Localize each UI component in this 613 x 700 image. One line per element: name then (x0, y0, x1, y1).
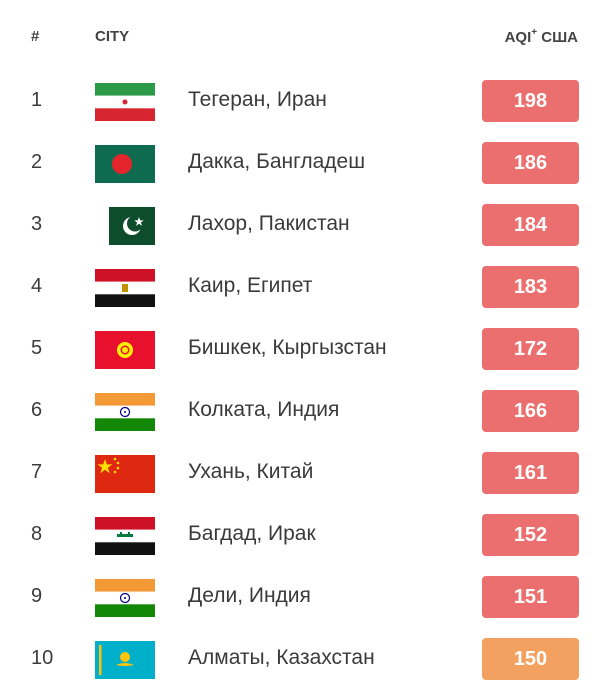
table-header: # CITY AQI+ США (0, 27, 613, 50)
aqi-badge: 151 (482, 576, 579, 618)
table-row[interactable]: 5 Бишкек, Кыргызстан 172 (0, 319, 613, 381)
india-flag-icon (95, 579, 155, 617)
india-flag-icon (95, 393, 155, 431)
rank-number: 8 (31, 523, 43, 545)
table-row[interactable]: 3 Лахор, Пакистан 184 (0, 195, 613, 257)
rank-number: 9 (31, 585, 43, 607)
rank-number: 3 (31, 213, 43, 235)
table-row[interactable]: 2 Дакка, Бангладеш 186 (0, 133, 613, 195)
rank-number: 5 (31, 337, 43, 359)
kyrgyzstan-flag-icon (95, 331, 155, 369)
iran-flag-icon (95, 83, 155, 121)
china-flag-icon (95, 455, 155, 493)
rank-number: 10 (31, 647, 54, 669)
aqi-badge: 183 (482, 266, 579, 308)
city-name: Каир, Египет (188, 274, 313, 297)
city-name: Багдад, Ирак (188, 522, 316, 545)
aqi-badge: 166 (482, 390, 579, 432)
city-column-header: CITY (95, 28, 130, 45)
aqi-badge: 150 (482, 638, 579, 680)
iraq-flag-icon (95, 517, 155, 555)
rank-number: 4 (31, 275, 43, 297)
city-name: Лахор, Пакистан (188, 212, 350, 235)
city-name: Дели, Индия (188, 584, 311, 607)
city-name: Ухань, Китай (188, 460, 314, 483)
egypt-flag-icon (95, 269, 155, 307)
aqi-badge: 184 (482, 204, 579, 246)
city-name: Колката, Индия (188, 398, 340, 421)
aqi-header-superscript: + (531, 27, 538, 38)
aqi-badge: 186 (482, 142, 579, 184)
table-row[interactable]: 1 Тегеран, Иран 198 (0, 71, 613, 133)
aqi-header-suffix: США (537, 29, 578, 46)
rank-number: 7 (31, 461, 43, 483)
aqi-badge: 152 (482, 514, 579, 556)
rank-number: 1 (31, 89, 43, 111)
aqi-header-prefix: AQI (504, 29, 532, 46)
table-row[interactable]: 9 Дели, Индия 151 (0, 567, 613, 629)
bangladesh-flag-icon (95, 145, 155, 183)
rank-number: 2 (31, 151, 43, 173)
table-row[interactable]: 4 Каир, Египет 183 (0, 257, 613, 319)
city-name: Тегеран, Иран (188, 88, 327, 111)
aqi-badge: 161 (482, 452, 579, 494)
table-row[interactable]: 7 Ухань, Китай 161 (0, 443, 613, 505)
city-name: Алматы, Казахстан (188, 646, 375, 669)
table-row[interactable]: 8 Багдад, Ирак 152 (0, 505, 613, 567)
city-name: Бишкек, Кыргызстан (188, 336, 387, 359)
pakistan-flag-icon (95, 207, 155, 245)
rank-number: 6 (31, 399, 43, 421)
aqi-badge: 198 (482, 80, 579, 122)
aqi-column-header: AQI+ США (504, 27, 578, 46)
city-name: Дакка, Бангладеш (188, 150, 366, 173)
aqi-badge: 172 (482, 328, 579, 370)
table-row[interactable]: 10 Алматы, Казахстан 150 (0, 629, 613, 691)
table-row[interactable]: 6 Колката, Индия 166 (0, 381, 613, 443)
kazakhstan-flag-icon (95, 641, 155, 679)
rank-column-header: # (31, 28, 40, 45)
city-ranking-list: 1 Тегеран, Иран 198 2 Дакка, Бангладеш 1… (0, 71, 613, 691)
